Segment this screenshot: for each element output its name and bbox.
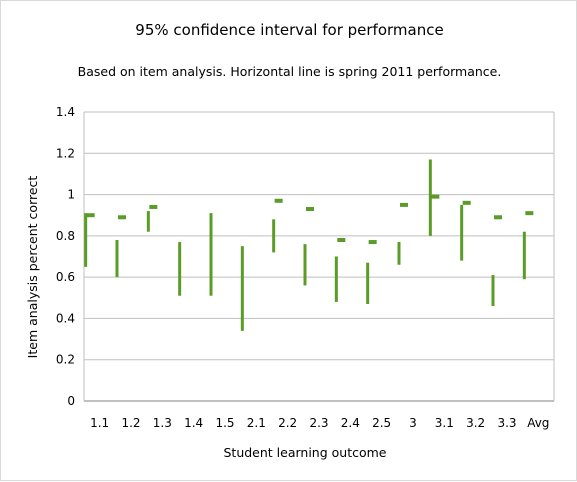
confidence-interval-bar bbox=[209, 213, 213, 296]
x-tick-label: Avg bbox=[527, 416, 549, 430]
confidence-interval-bar bbox=[366, 262, 370, 304]
x-tick-label: 2.3 bbox=[309, 416, 328, 430]
chart-title: 95% confidence interval for performance bbox=[135, 21, 444, 39]
confidence-interval-bar bbox=[460, 204, 464, 261]
x-tick-label: 1.1 bbox=[90, 416, 109, 430]
x-tick-label: 1.4 bbox=[184, 416, 203, 430]
y-tick-label: 0.2 bbox=[56, 353, 75, 367]
y-tick-label: 1 bbox=[67, 188, 75, 202]
spring-2011-marker bbox=[86, 213, 95, 218]
x-tick-label: 3 bbox=[409, 416, 417, 430]
chart-subtitle: Based on item analysis. Horizontal line … bbox=[77, 64, 502, 79]
x-tick-label: 2.5 bbox=[372, 416, 391, 430]
spring-2011-marker bbox=[337, 237, 346, 242]
x-tick-label: 1.2 bbox=[121, 416, 140, 430]
y-tick-label: 0 bbox=[67, 394, 75, 408]
spring-2011-marker bbox=[274, 198, 283, 203]
confidence-interval-bar bbox=[491, 275, 495, 307]
y-tick-label: 1.4 bbox=[56, 105, 75, 119]
spring-2011-marker bbox=[494, 215, 502, 220]
x-tick-label: 1.3 bbox=[153, 416, 172, 430]
x-tick-label: 1.5 bbox=[215, 416, 234, 430]
spring-2011-marker bbox=[306, 207, 314, 212]
confidence-interval-bar bbox=[428, 159, 432, 236]
y-tick-label: 0.8 bbox=[56, 229, 75, 243]
y-tick-label: 0.6 bbox=[56, 270, 75, 284]
confidence-interval-bars bbox=[84, 159, 526, 331]
spring-2011-marker bbox=[400, 202, 408, 207]
y-tick-label: 0.4 bbox=[56, 311, 75, 325]
spring-2011-marker bbox=[368, 240, 377, 245]
spring-2011-marker bbox=[118, 215, 126, 220]
confidence-interval-bar bbox=[146, 211, 150, 232]
spring-2011-marker bbox=[431, 194, 440, 199]
spring-2011-marker bbox=[525, 211, 534, 216]
x-tick-label: 2.4 bbox=[341, 416, 360, 430]
confidence-interval-bar bbox=[272, 219, 276, 253]
spring-2011-markers bbox=[86, 194, 534, 245]
x-tick-labels: 1.1 1.2 1.3 1.4 1.5 2.1 2.2 2.3 2.4 2.5 3 3.1 3.2 3.3… bbox=[90, 416, 549, 430]
confidence-interval-bar bbox=[115, 239, 119, 278]
x-axis-title: Student learning outcome bbox=[223, 445, 386, 460]
x-tick-label: 2.2 bbox=[278, 416, 297, 430]
y-axis-title: Item analysis percent correct bbox=[25, 176, 40, 359]
gridlines bbox=[83, 111, 555, 402]
x-tick-label: 3.2 bbox=[466, 416, 485, 430]
confidence-interval-bar bbox=[84, 213, 88, 267]
y-tick-label: 1.2 bbox=[56, 146, 75, 160]
x-tick-label: 3.1 bbox=[435, 416, 454, 430]
confidence-interval-bar bbox=[303, 244, 307, 286]
confidence-interval-bar bbox=[522, 231, 526, 280]
confidence-interval-bar bbox=[240, 246, 244, 331]
spring-2011-marker bbox=[149, 204, 158, 209]
x-tick-label: 3.3 bbox=[497, 416, 516, 430]
confidence-interval-bar bbox=[397, 242, 401, 265]
y-tick-labels: 0 0.2 0.4 0.6 0.8 1 1.2 1.4 bbox=[56, 105, 75, 408]
spring-2011-marker bbox=[462, 200, 471, 205]
confidence-interval-bar bbox=[334, 256, 338, 302]
confidence-interval-bar bbox=[178, 242, 182, 296]
x-tick-label: 2.1 bbox=[247, 416, 266, 430]
